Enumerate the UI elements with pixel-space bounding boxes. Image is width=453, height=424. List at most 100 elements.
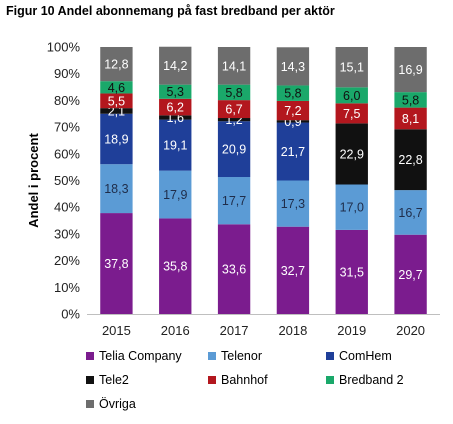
data-label: 20,9 — [222, 143, 246, 157]
y-tick-label: 0% — [61, 307, 80, 322]
data-label: 7,2 — [284, 104, 301, 118]
data-label: 29,7 — [398, 268, 422, 282]
bar-segment — [335, 229, 368, 314]
legend-item: Bahnhof — [208, 373, 268, 387]
legend-swatch — [86, 400, 94, 408]
data-label: 32,7 — [281, 264, 305, 278]
legend-swatch — [326, 376, 334, 384]
data-label: 22,9 — [340, 147, 364, 161]
data-label: 12,8 — [104, 58, 128, 72]
bar-segment — [217, 177, 251, 225]
y-tick-label: 50% — [54, 173, 80, 188]
bar-segment — [159, 218, 192, 314]
bar-segment — [335, 103, 368, 124]
y-tick-label: 80% — [54, 93, 80, 108]
legend-label: Tele2 — [99, 373, 129, 387]
bar-segment — [394, 129, 427, 191]
bar-segment — [100, 108, 133, 114]
bar-segment — [100, 113, 133, 165]
legend-swatch — [208, 352, 216, 360]
bar-segment — [276, 180, 310, 227]
data-label: 5,8 — [225, 86, 242, 100]
bar-segment — [335, 123, 368, 185]
bar-segment — [335, 47, 368, 88]
legend-label: Telenor — [221, 349, 262, 363]
data-label: 35,8 — [163, 260, 187, 274]
legend-label: Bredband 2 — [339, 373, 404, 387]
y-tick-label: 40% — [54, 200, 80, 215]
bar-segment — [394, 190, 427, 235]
bar-segment — [394, 234, 427, 314]
data-label: 15,1 — [340, 61, 364, 75]
legend-item: Telenor — [208, 349, 262, 363]
legend-label: ComHem — [339, 349, 392, 363]
y-tick-label: 60% — [54, 146, 80, 161]
bar-segment — [100, 81, 133, 94]
bar-segment — [159, 46, 192, 85]
bar-segment — [159, 84, 192, 99]
x-tick-label: 2015 — [102, 323, 131, 338]
bar-segment — [394, 47, 427, 93]
y-tick-label: 100% — [47, 40, 81, 55]
bar-segment — [159, 115, 192, 120]
bar-segment — [100, 164, 133, 214]
bar-segment — [159, 170, 192, 219]
legend-item: Tele2 — [86, 373, 129, 387]
data-label: 16,9 — [398, 63, 422, 77]
bar-segment — [100, 47, 133, 82]
data-label: 37,8 — [104, 257, 128, 271]
data-label: 18,3 — [104, 182, 128, 196]
bar-segment — [394, 92, 427, 108]
bar-segment — [100, 213, 133, 314]
legend-swatch — [86, 352, 94, 360]
bar-segment — [217, 84, 251, 101]
data-label: 17,9 — [163, 188, 187, 202]
y-axis-title: Andel i procent — [26, 133, 41, 228]
data-label: 7,5 — [343, 107, 360, 121]
data-label: 31,5 — [340, 265, 364, 279]
bar-segment — [159, 119, 192, 171]
bar-segment — [335, 184, 368, 230]
bar-segment — [217, 118, 251, 122]
data-label: 14,3 — [281, 60, 305, 74]
legend-item: Övriga — [86, 397, 136, 411]
legend-swatch — [208, 376, 216, 384]
data-label: 17,3 — [281, 197, 305, 211]
y-tick-label: 20% — [54, 253, 80, 268]
data-label: 14,1 — [222, 59, 246, 73]
chart-title: Figur 10 Andel abonnemang på fast bredba… — [6, 4, 335, 18]
bar-segment — [276, 85, 310, 101]
y-tick-label: 10% — [54, 280, 80, 295]
x-tick-label: 2016 — [161, 323, 190, 338]
bar-segment — [276, 226, 310, 314]
stacked-bar-chart: 0% 10% 20% 30% 40% 50% 60% 70% 80% 90% 100% Andel i… — [26, 40, 440, 338]
data-label: 22,8 — [398, 153, 422, 167]
data-label: 33,6 — [222, 263, 246, 277]
data-label: 21,7 — [281, 145, 305, 159]
x-tick-label: 2020 — [396, 323, 425, 338]
x-tick-label: 2017 — [220, 323, 249, 338]
data-label: 14,2 — [163, 59, 187, 73]
data-label: 5,3 — [167, 85, 184, 99]
bar-segment — [217, 224, 251, 314]
legend-item: Telia Company — [86, 349, 182, 363]
bar-segment — [276, 122, 310, 181]
legend-label: Övriga — [99, 397, 136, 411]
bar-segment — [217, 47, 251, 85]
bar-segment — [159, 98, 192, 116]
legend-swatch — [326, 352, 334, 360]
data-label: 6,2 — [167, 101, 184, 115]
data-label: 17,7 — [222, 194, 246, 208]
data-label: 6,7 — [225, 103, 242, 117]
x-tick-label: 2018 — [278, 323, 307, 338]
x-tick-label: 2019 — [337, 323, 366, 338]
data-label: 17,0 — [340, 201, 364, 215]
data-label: 16,7 — [398, 206, 422, 220]
data-label: 5,8 — [284, 87, 301, 101]
data-label: 18,9 — [104, 132, 128, 146]
bar-segment — [335, 87, 368, 104]
bar-segment — [217, 100, 251, 119]
legend-label: Bahnhof — [221, 373, 268, 387]
data-label: 5,5 — [108, 94, 125, 108]
legend-item: ComHem — [326, 349, 392, 363]
